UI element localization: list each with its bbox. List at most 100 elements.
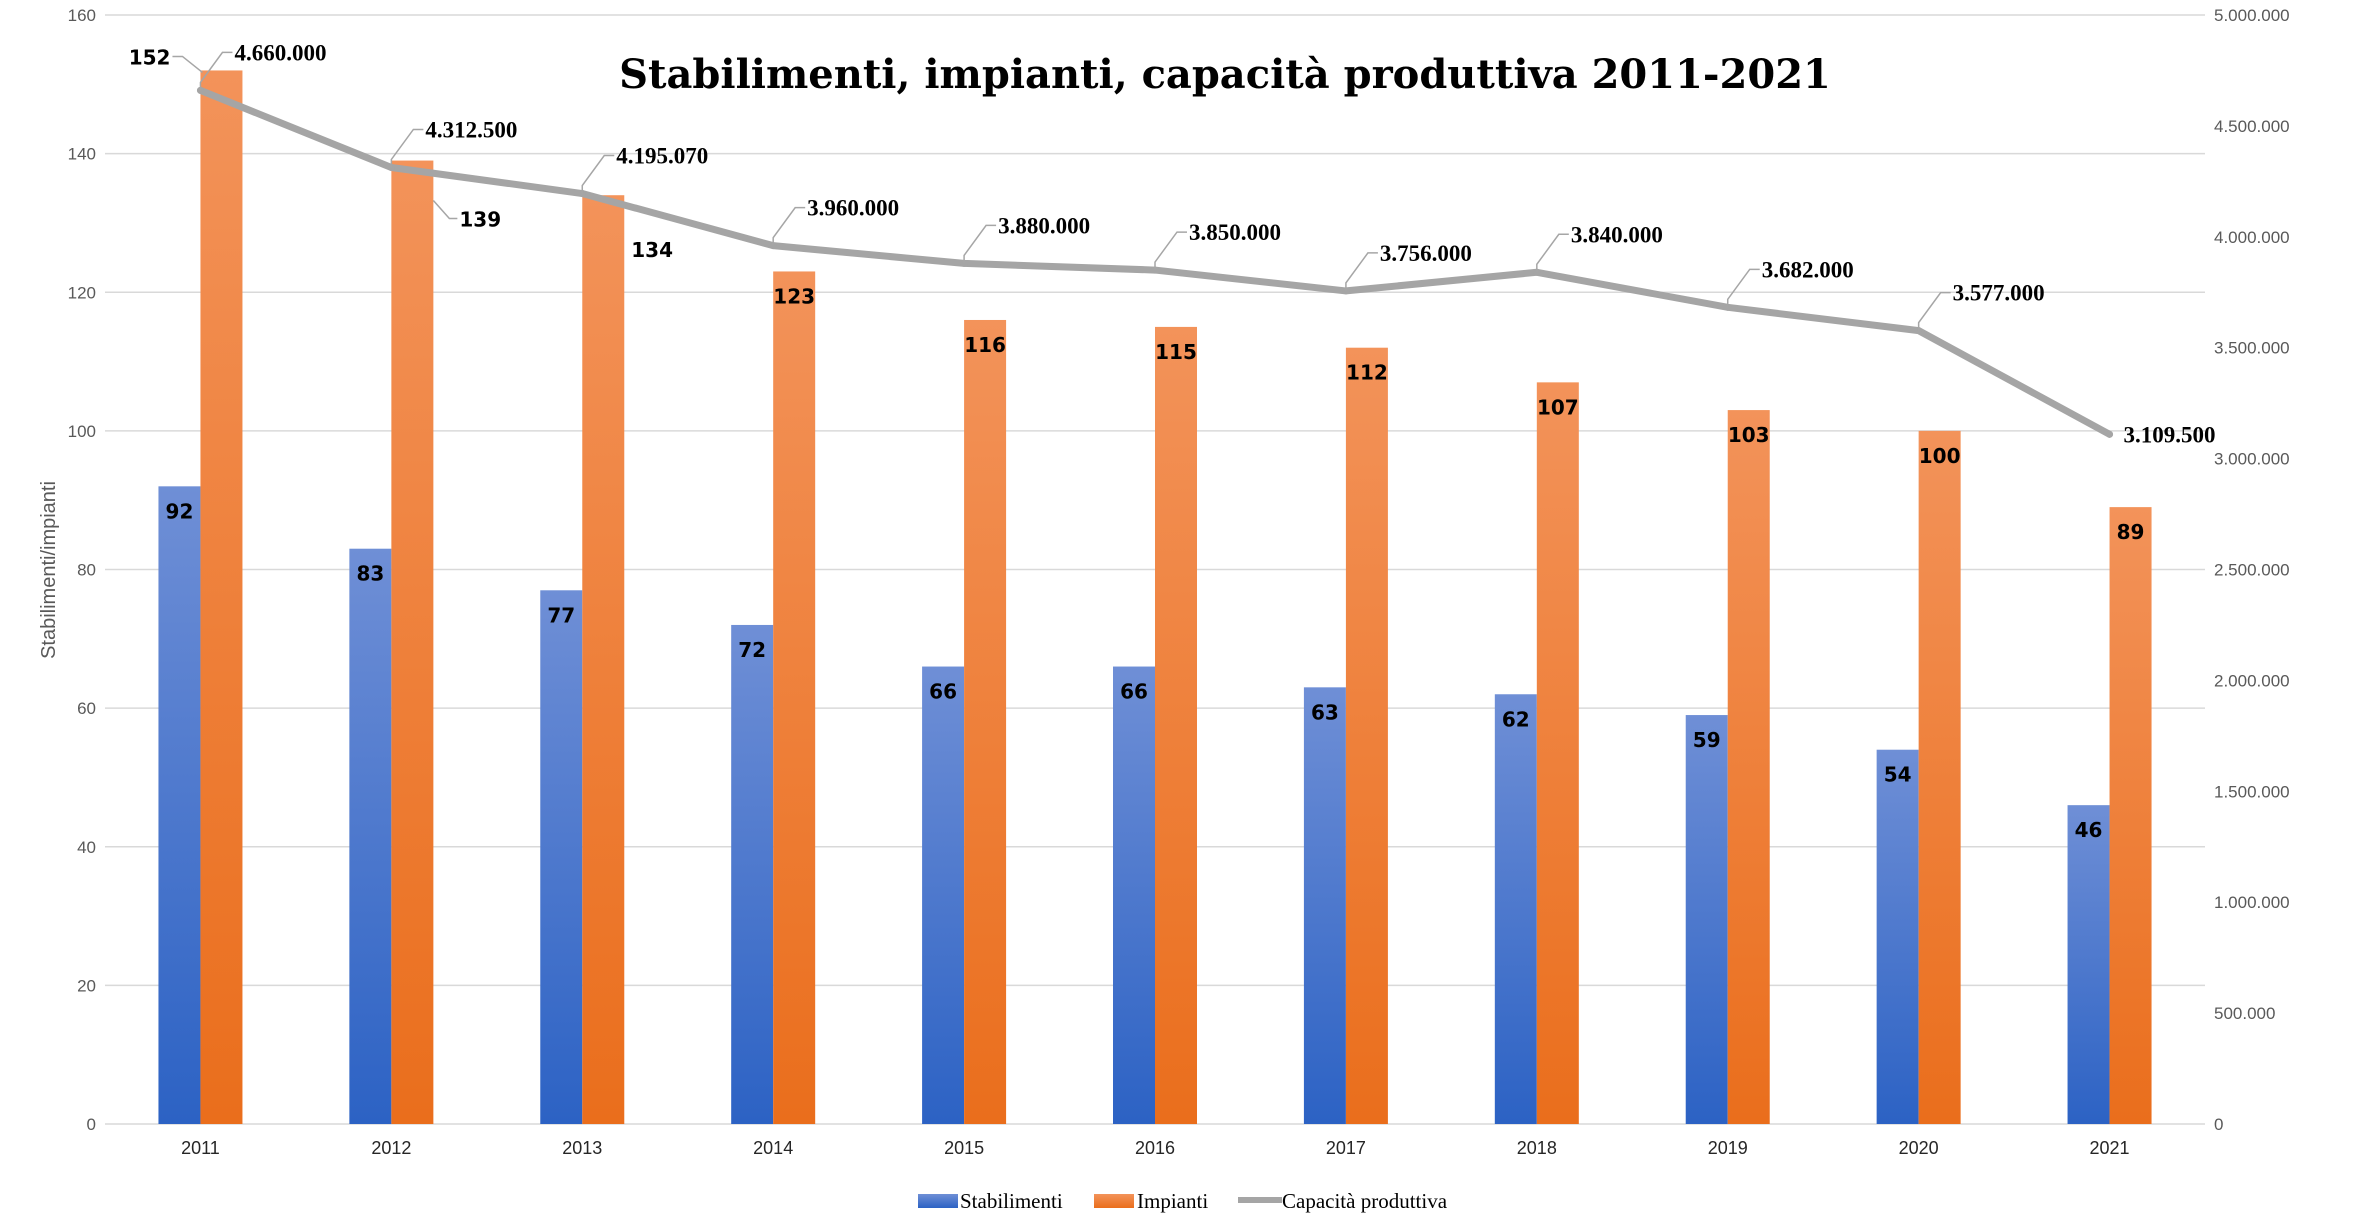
bar-impianti[interactable] [773, 271, 816, 1124]
legend-item-stabilimenti[interactable]: Stabilimenti [918, 1189, 1063, 1213]
bar-impianti[interactable] [1345, 347, 1388, 1124]
bar-stabilimenti[interactable] [922, 666, 965, 1124]
y2-tick-label: 0 [2214, 1115, 2223, 1134]
bar-stabilimenti[interactable] [731, 624, 774, 1124]
bar-stabilimenti[interactable] [1494, 694, 1537, 1124]
legend-label-stabilimenti: Stabilimenti [960, 1189, 1063, 1213]
bar-stabilimenti[interactable] [1113, 666, 1155, 1124]
leader-line [172, 55, 203, 74]
data-label-capacita: 3.840.000 [1571, 222, 1663, 247]
data-label-impianti: 112 [1346, 361, 1388, 385]
y-tick-label: 100 [68, 422, 96, 441]
y-tick-label: 120 [68, 283, 96, 302]
data-label-capacita: 3.682.000 [1762, 257, 1854, 282]
x-tick-label: 2017 [1326, 1138, 1366, 1158]
legend-item-impianti[interactable]: Impianti [1094, 1189, 1208, 1213]
data-label-stabilimenti: 72 [738, 638, 766, 662]
bar-impianti[interactable] [1155, 326, 1197, 1124]
data-label-stabilimenti: 54 [1884, 763, 1912, 787]
bar-stabilimenti[interactable] [1685, 715, 1728, 1124]
legend: Stabilimenti Impianti Capacità produttiv… [918, 1189, 1448, 1213]
data-label-impianti: 115 [1155, 340, 1197, 364]
data-label-capacita: 3.960.000 [807, 196, 899, 221]
data-label-capacita: 3.577.000 [1953, 281, 2045, 306]
left-axis: 0 20 40 60 80 100 120 140 160 [68, 6, 96, 1134]
data-label-impianti: 139 [459, 208, 501, 232]
y-tick-label: 20 [77, 976, 96, 995]
x-tick-label: 2011 [181, 1138, 220, 1158]
y2-tick-label: 2.000.000 [2214, 671, 2290, 690]
y-tick-label: 60 [77, 699, 96, 718]
data-label-stabilimenti: 63 [1311, 700, 1339, 724]
leader-line [432, 200, 458, 220]
data-label-impianti: 123 [773, 284, 815, 308]
leader-line [1345, 252, 1378, 291]
x-tick-label: 2020 [1899, 1138, 1939, 1158]
bar-stabilimenti[interactable] [349, 548, 392, 1124]
data-label-impianti: 89 [2117, 520, 2145, 544]
x-tick-label: 2019 [1708, 1138, 1748, 1158]
x-tick-label: 2015 [944, 1138, 984, 1158]
bar-stabilimenti[interactable] [2067, 805, 2110, 1124]
leader-line [581, 154, 615, 194]
legend-item-capacita[interactable]: Capacità produttiva [1238, 1189, 1448, 1213]
data-label-stabilimenti: 66 [929, 680, 957, 704]
x-tick-label: 2013 [562, 1138, 602, 1158]
bar-stabilimenti[interactable] [1876, 749, 1919, 1124]
data-label-capacita: 4.195.070 [616, 144, 708, 169]
data-labels: 92 83 77 72 66 66 63 62 59 54 46 152 139 134 123 116 115… [129, 40, 2216, 842]
data-label-impianti: 100 [1919, 444, 1961, 468]
y2-tick-label: 5.000.000 [2214, 6, 2290, 25]
leader-line [1726, 268, 1760, 308]
y-tick-label: 140 [68, 145, 96, 164]
data-label-stabilimenti: 83 [356, 562, 384, 586]
bar-stabilimenti[interactable] [158, 486, 201, 1124]
leader-line [1917, 291, 1951, 331]
x-tick-label: 2018 [1517, 1138, 1557, 1158]
data-label-impianti: 134 [631, 238, 673, 262]
y-tick-label: 80 [77, 561, 96, 580]
right-axis: 0 500.000 1.000.000 1.500.000 2.000.000 2.500… [2214, 6, 2290, 1134]
y2-tick-label: 4.000.000 [2214, 228, 2290, 247]
y-tick-label: 0 [87, 1115, 96, 1134]
data-label-stabilimenti: 77 [547, 603, 575, 627]
bar-impianti[interactable] [1918, 430, 1961, 1124]
data-label-capacita: 4.312.500 [425, 117, 517, 142]
x-axis: 2011 2012 2013 2014 2015 2016 2017 2018 2019 2020… [181, 1138, 2129, 1158]
legend-swatch-impianti [1094, 1194, 1134, 1208]
leader-line [963, 224, 997, 264]
data-label-impianti: 152 [129, 45, 171, 69]
leader-line [390, 128, 424, 168]
data-label-capacita: 4.660.000 [234, 40, 326, 65]
bar-impianti[interactable] [1727, 410, 1770, 1124]
data-label-impianti: 116 [964, 333, 1006, 357]
bar-impianti[interactable] [2109, 507, 2152, 1124]
leader-line [1536, 233, 1569, 273]
legend-label-impianti: Impianti [1137, 1189, 1208, 1213]
bar-impianti[interactable] [964, 319, 1007, 1125]
bar-impianti[interactable] [391, 160, 434, 1124]
data-label-stabilimenti: 46 [2075, 818, 2103, 842]
x-tick-label: 2016 [1135, 1138, 1175, 1158]
bar-stabilimenti[interactable] [1303, 687, 1346, 1124]
y2-tick-label: 1.000.000 [2214, 893, 2290, 912]
y-tick-label: 40 [77, 838, 96, 857]
bar-impianti[interactable] [582, 195, 625, 1124]
leader-line [199, 51, 233, 91]
chart-title: Stabilimenti, impianti, capacità produtt… [619, 51, 1831, 98]
data-label-stabilimenti: 59 [1693, 728, 1721, 752]
line-point-capacita[interactable] [2106, 430, 2114, 438]
legend-swatch-stabilimenti [918, 1194, 958, 1208]
y2-tick-label: 500.000 [2214, 1004, 2275, 1023]
y2-tick-label: 2.500.000 [2214, 561, 2290, 580]
y-axis-label: Stabilimenti/impianti [38, 481, 60, 659]
bar-impianti[interactable] [1536, 382, 1579, 1124]
data-label-impianti: 103 [1728, 423, 1770, 447]
data-label-stabilimenti: 62 [1502, 707, 1530, 731]
data-label-capacita: 3.850.000 [1189, 220, 1281, 245]
data-label-capacita: 3.880.000 [998, 213, 1090, 238]
bar-stabilimenti[interactable] [540, 590, 583, 1124]
bar-impianti[interactable] [200, 70, 243, 1125]
bars [158, 70, 2152, 1125]
